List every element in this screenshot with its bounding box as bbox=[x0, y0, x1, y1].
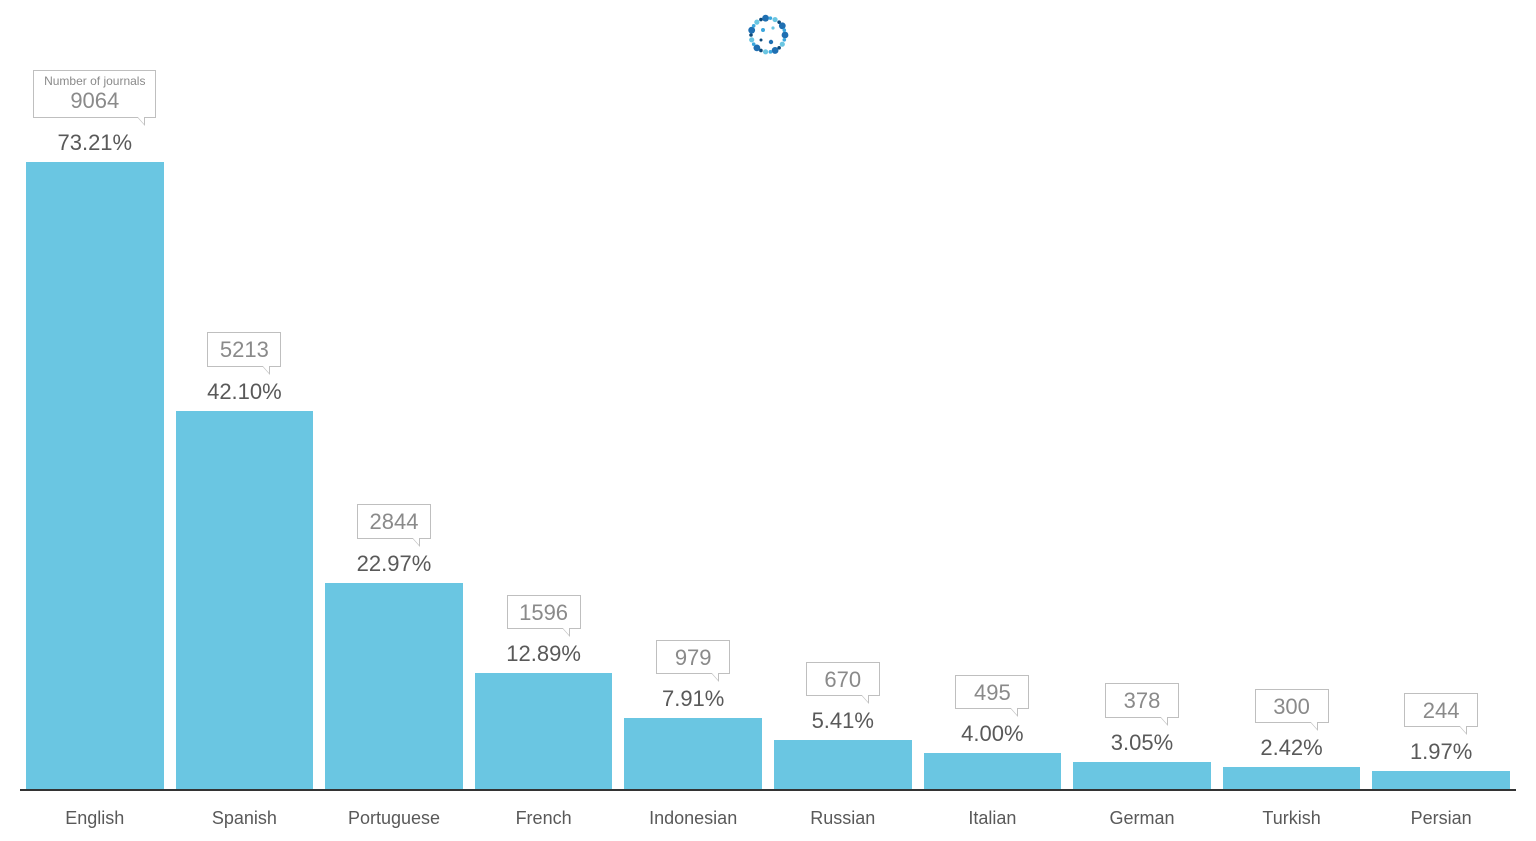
bar-slot: 5213 42.10% bbox=[170, 70, 320, 789]
bar-slot: Number of journals9064 73.21% bbox=[20, 70, 170, 789]
bar-slot: 300 2.42% bbox=[1217, 70, 1367, 789]
callout-value: 244 bbox=[1415, 698, 1467, 724]
count-callout: 979 bbox=[656, 640, 730, 674]
count-callout: 495 bbox=[955, 675, 1029, 709]
count-callout: 244 bbox=[1404, 693, 1478, 727]
x-axis-label: German bbox=[1067, 808, 1217, 829]
bar-slot: 2844 22.97% bbox=[319, 70, 469, 789]
bar bbox=[1223, 767, 1361, 789]
callout-value: 2844 bbox=[368, 509, 420, 535]
bar bbox=[26, 162, 164, 789]
percent-label: 5.41% bbox=[812, 708, 874, 734]
x-axis-label: Indonesian bbox=[618, 808, 768, 829]
x-axis-label: Turkish bbox=[1217, 808, 1367, 829]
callout-value: 979 bbox=[667, 645, 719, 671]
count-callout: 378 bbox=[1105, 683, 1179, 717]
bar-slot: 244 1.97% bbox=[1366, 70, 1516, 789]
percent-label: 12.89% bbox=[506, 641, 581, 667]
count-callout: 300 bbox=[1255, 689, 1329, 723]
percent-label: 2.42% bbox=[1260, 735, 1322, 761]
callout-value: 670 bbox=[817, 667, 869, 693]
x-axis-labels: EnglishSpanishPortugueseFrenchIndonesian… bbox=[20, 808, 1516, 829]
percent-label: 73.21% bbox=[57, 130, 132, 156]
count-callout: 2844 bbox=[357, 504, 431, 538]
callout-value: 1596 bbox=[518, 600, 570, 626]
bar bbox=[924, 753, 1062, 789]
bar-slot: 1596 12.89% bbox=[469, 70, 619, 789]
bar bbox=[325, 583, 463, 789]
count-callout: 1596 bbox=[507, 595, 581, 629]
bar-slot: 378 3.05% bbox=[1067, 70, 1217, 789]
bar bbox=[1372, 771, 1510, 789]
callout-value: 9064 bbox=[44, 88, 145, 114]
percent-label: 7.91% bbox=[662, 686, 724, 712]
x-axis-label: Spanish bbox=[170, 808, 320, 829]
bar-slot: 670 5.41% bbox=[768, 70, 918, 789]
x-axis-label: Russian bbox=[768, 808, 918, 829]
bars-container: Number of journals9064 73.21% 5213 42.10% 28… bbox=[20, 70, 1516, 789]
percent-label: 22.97% bbox=[357, 551, 432, 577]
bar bbox=[475, 673, 613, 789]
callout-value: 5213 bbox=[218, 337, 270, 363]
x-axis-label: Portuguese bbox=[319, 808, 469, 829]
percent-label: 42.10% bbox=[207, 379, 282, 405]
logo-icon bbox=[745, 12, 791, 63]
bar bbox=[1073, 762, 1211, 789]
count-callout: 5213 bbox=[207, 332, 281, 366]
count-callout: 670 bbox=[806, 662, 880, 696]
percent-label: 3.05% bbox=[1111, 730, 1173, 756]
journals-language-chart: Number of journals9064 73.21% 5213 42.10% 28… bbox=[0, 0, 1536, 841]
bar-slot: 495 4.00% bbox=[918, 70, 1068, 789]
bar bbox=[774, 740, 912, 789]
plot-area: Number of journals9064 73.21% 5213 42.10% 28… bbox=[20, 70, 1516, 791]
bar bbox=[624, 718, 762, 789]
x-axis-label: English bbox=[20, 808, 170, 829]
x-axis-label: French bbox=[469, 808, 619, 829]
bar bbox=[176, 411, 314, 789]
callout-caption: Number of journals bbox=[44, 75, 145, 88]
callout-value: 378 bbox=[1116, 688, 1168, 714]
percent-label: 1.97% bbox=[1410, 739, 1472, 765]
x-axis-label: Italian bbox=[918, 808, 1068, 829]
callout-value: 300 bbox=[1266, 694, 1318, 720]
percent-label: 4.00% bbox=[961, 721, 1023, 747]
count-callout: Number of journals9064 bbox=[33, 70, 156, 118]
x-axis-label: Persian bbox=[1366, 808, 1516, 829]
bar-slot: 979 7.91% bbox=[618, 70, 768, 789]
callout-value: 495 bbox=[966, 680, 1018, 706]
